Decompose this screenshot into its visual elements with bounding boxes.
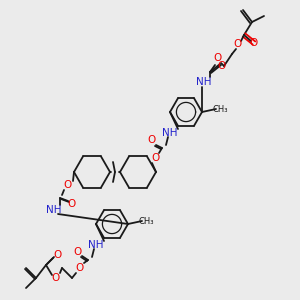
Text: NH: NH <box>88 240 104 250</box>
Text: O: O <box>52 273 60 283</box>
Text: NH: NH <box>196 77 212 87</box>
Text: O: O <box>234 39 242 49</box>
Text: O: O <box>250 38 258 48</box>
Text: O: O <box>214 53 222 63</box>
Text: O: O <box>68 199 76 209</box>
Text: O: O <box>64 180 72 190</box>
Text: NH: NH <box>46 205 62 215</box>
Text: O: O <box>76 263 84 273</box>
Text: O: O <box>218 61 226 71</box>
Text: O: O <box>148 135 156 145</box>
Text: O: O <box>151 153 159 163</box>
Text: O: O <box>53 250 61 260</box>
Text: O: O <box>74 247 82 257</box>
Text: NH: NH <box>162 128 178 138</box>
Text: CH₃: CH₃ <box>138 217 154 226</box>
Text: CH₃: CH₃ <box>212 104 228 113</box>
